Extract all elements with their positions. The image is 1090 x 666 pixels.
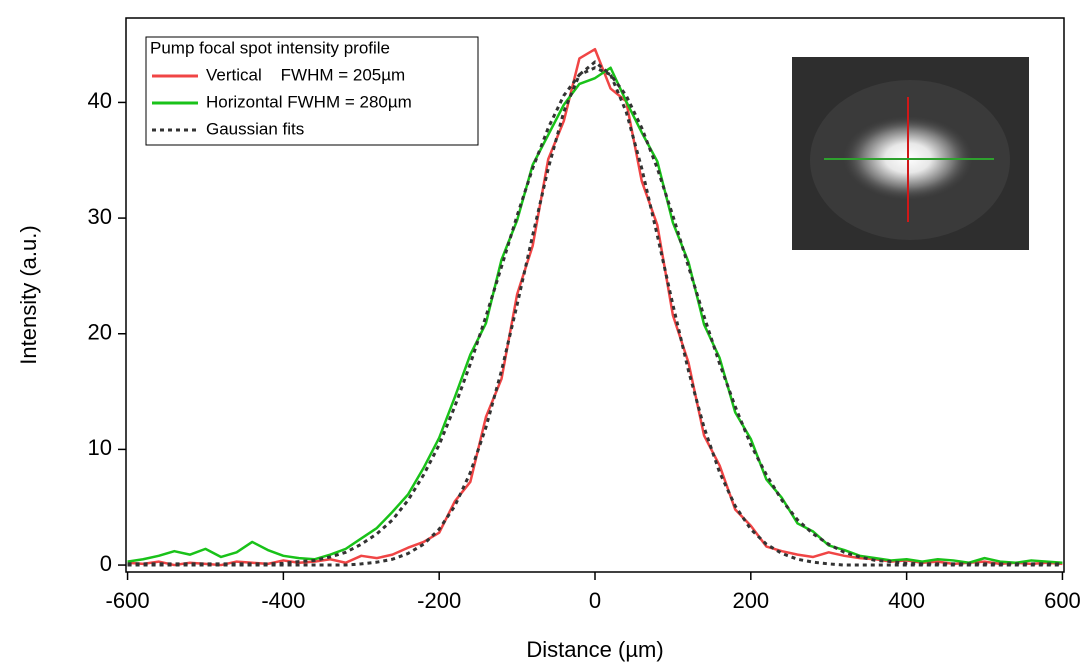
data-line [127, 60, 1063, 567]
x-tick-label: -400 [261, 588, 305, 613]
x-tick-label: 400 [888, 588, 925, 613]
x-tick-label: 0 [589, 588, 601, 613]
y-tick-label: 30 [88, 204, 112, 229]
x-tick-label: -600 [106, 588, 150, 613]
y-axis-label: Intensity (a.u.) [16, 225, 41, 364]
x-tick-label: -200 [417, 588, 461, 613]
data-line [127, 66, 1063, 566]
x-axis-label: Distance (µm) [526, 637, 663, 662]
legend-title: Pump focal spot intensity profile [150, 38, 390, 57]
legend: Pump focal spot intensity profile Vertic… [145, 36, 479, 146]
y-tick-label: 10 [88, 435, 112, 460]
legend-label: Vertical FWHM = 205µm [206, 65, 405, 84]
legend-label: Gaussian fits [206, 119, 304, 138]
legend-label: Horizontal FWHM = 280µm [206, 92, 412, 111]
y-tick-label: 40 [88, 88, 112, 113]
plot-area [127, 47, 1063, 567]
inset-image [792, 57, 1029, 250]
data-line [127, 66, 1063, 564]
x-tick-label: 600 [1044, 588, 1081, 613]
x-tick-label: 200 [732, 588, 769, 613]
y-tick-label: 20 [88, 320, 112, 345]
y-tick-label: 0 [100, 551, 112, 576]
